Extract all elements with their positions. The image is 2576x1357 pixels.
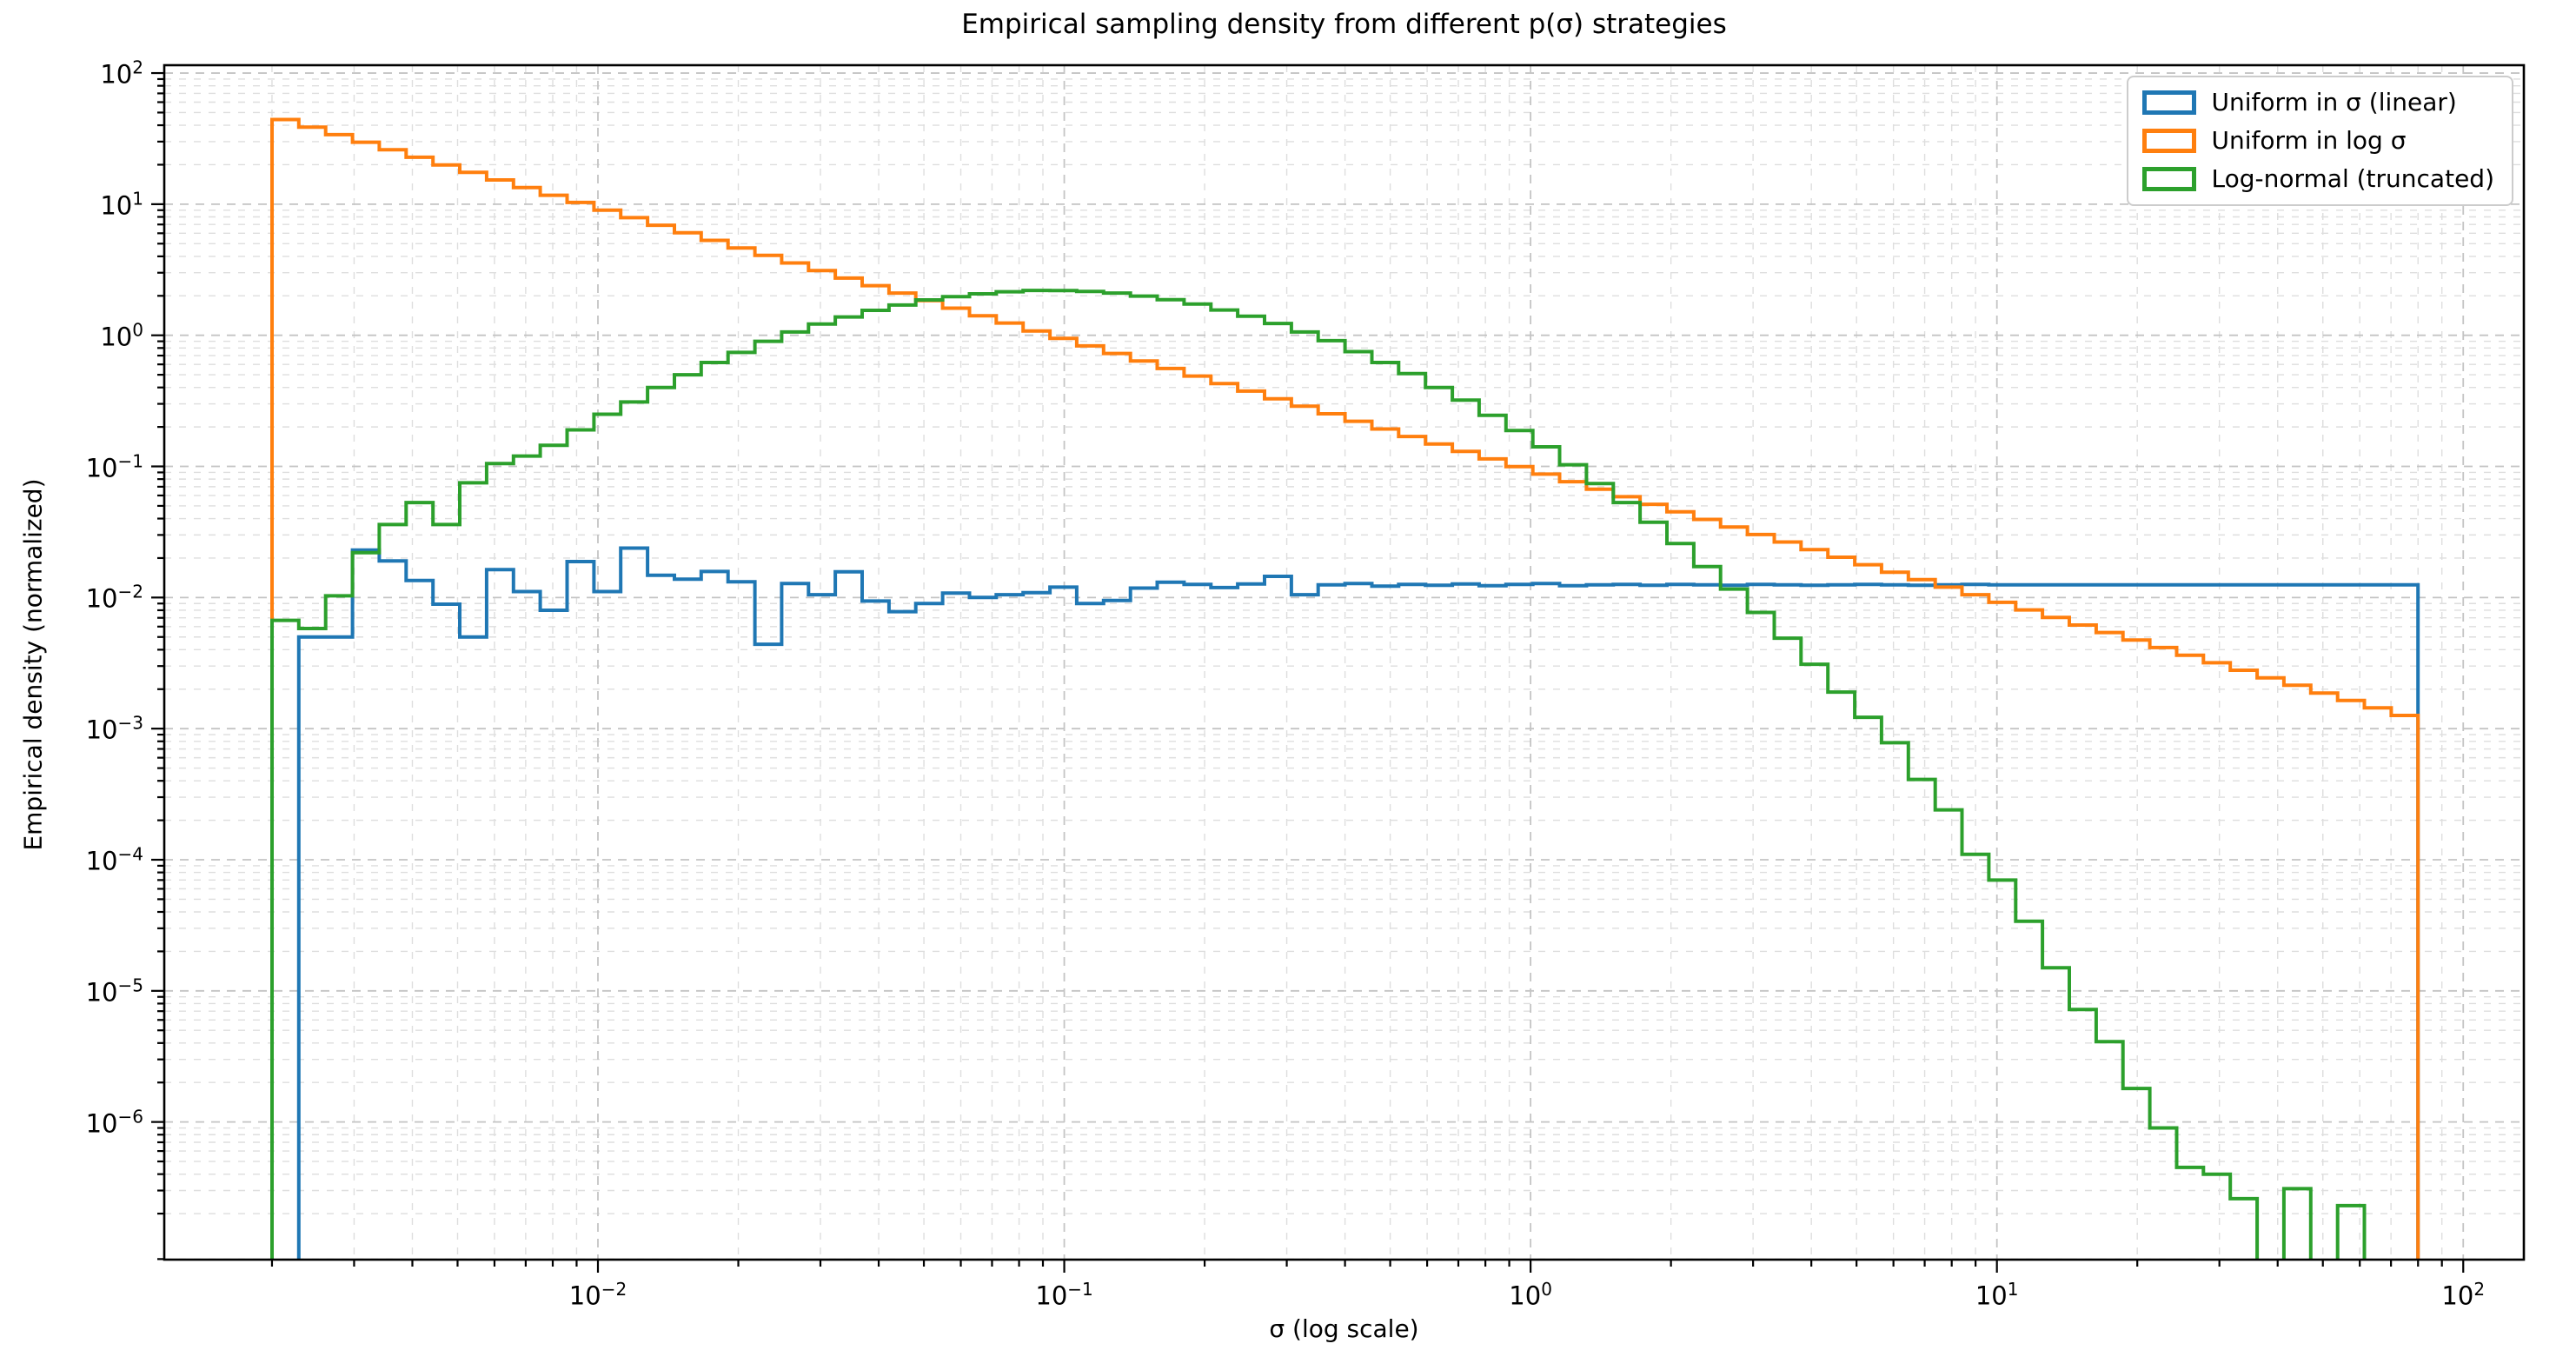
- y-axis-label: Empirical density (normalized): [18, 478, 48, 851]
- series-group: [270, 117, 2420, 1260]
- legend: Uniform in σ (linear) Uniform in log σ Log…: [2126, 76, 2513, 207]
- legend-swatch-log-normal-truncated: [2141, 166, 2196, 191]
- x-tick-label-1e-1: 10−1: [1035, 1279, 1093, 1311]
- uniform-log-sigma-curve: [270, 117, 2420, 1260]
- x-tick-label-1e0: 100: [1509, 1279, 1552, 1311]
- y-tick-label-1e2: 102: [100, 57, 143, 90]
- legend-entry-uniform-log-sigma: Uniform in log σ: [2141, 125, 2495, 155]
- minor-gridlines: [164, 65, 2524, 1261]
- y-tick-label-1e-4: 10−4: [85, 843, 143, 876]
- y-tick-label-1e-1: 10−1: [85, 450, 143, 482]
- y-tick-label-1e-2: 10−2: [85, 582, 143, 614]
- log-normal-truncated-curve: [270, 289, 2367, 1260]
- legend-label-log-normal-truncated: Log-normal (truncated): [2211, 163, 2495, 193]
- legend-label-uniform-log-sigma: Uniform in log σ: [2211, 125, 2407, 155]
- x-tick-label-1e-2: 10−2: [568, 1279, 627, 1311]
- y-tick-label-1e-6: 10−6: [85, 1106, 143, 1138]
- x-tick-label-1e1: 101: [1975, 1279, 2019, 1311]
- legend-entry-log-normal-truncated: Log-normal (truncated): [2141, 163, 2495, 193]
- x-axis-label: σ (log scale): [1269, 1314, 1419, 1343]
- y-tick-label-1e1: 101: [100, 188, 143, 221]
- uniform-sigma-linear-curve: [296, 546, 2420, 1260]
- y-tick-label-1e-5: 10−5: [85, 975, 143, 1008]
- plot-border: [163, 63, 2526, 1261]
- legend-swatch-uniform-sigma-linear: [2141, 90, 2196, 116]
- x-tick-label-1e2: 102: [2441, 1279, 2486, 1311]
- legend-label-uniform-sigma-linear: Uniform in σ (linear): [2211, 88, 2457, 116]
- legend-entry-uniform-sigma-linear: Uniform in σ (linear): [2141, 88, 2495, 116]
- y-tick-label-1e-3: 10−3: [85, 712, 143, 745]
- major-gridlines: [164, 65, 2524, 1260]
- legend-swatch-uniform-log-sigma: [2141, 129, 2196, 154]
- axis-ticks: [151, 71, 2465, 1273]
- chart-title: Empirical sampling density from differen…: [961, 9, 1727, 40]
- y-tick-label-1e0: 100: [100, 319, 143, 352]
